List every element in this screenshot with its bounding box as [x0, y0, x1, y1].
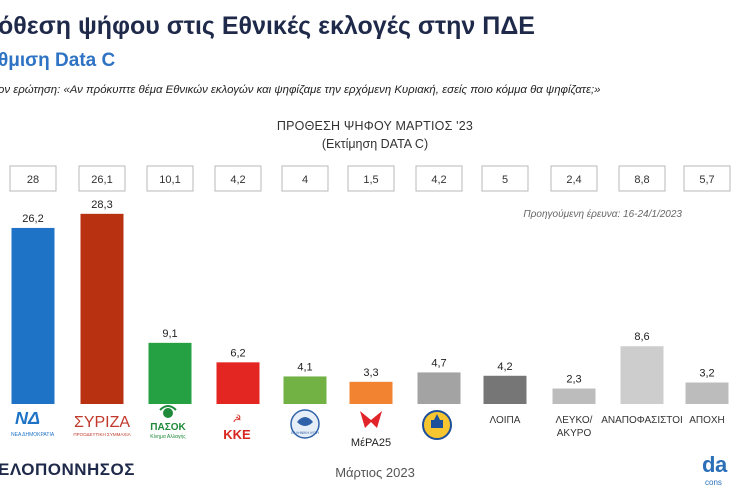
- previous-value-label: 8,8: [634, 174, 649, 186]
- previous-value-box: [281, 165, 329, 192]
- previous-value-box: [550, 165, 598, 192]
- bar: [148, 342, 192, 404]
- bar: [349, 381, 393, 404]
- bars: [11, 213, 729, 404]
- bar: [685, 382, 729, 404]
- pasok-logo-icon: ΠΑΣΟΚ Κίνημα Αλλαγής: [150, 405, 186, 440]
- bar: [283, 376, 327, 404]
- previous-value-label: 4: [302, 174, 308, 186]
- value-label: 4,7: [431, 357, 446, 369]
- value-labels: 26,2 28,3 9,1 6,2 4,1 3,3 4,7 4,2 2,3 8,6 3,2: [22, 199, 714, 386]
- svg-text:ΣΥΡΙΖΑ: ΣΥΡΙΖΑ: [74, 414, 130, 431]
- value-label: 2,3: [566, 374, 581, 386]
- previous-value-label: 2,4: [566, 174, 581, 186]
- svg-text:ΠΡΟΟΔΕΥΤΙΚΗ ΣΥΜΜΑΧΙΑ: ΠΡΟΟΔΕΥΤΙΚΗ ΣΥΜΜΑΧΙΑ: [73, 432, 130, 437]
- svg-text:ΝΕΑ ΔΗΜΟΚΡΑΤΙΑ: ΝΕΑ ΔΗΜΟΚΡΑΤΙΑ: [11, 432, 55, 438]
- svg-text:ΜέΡΑ25: ΜέΡΑ25: [351, 437, 391, 449]
- category-label: ΑΠΟΧΗ: [689, 415, 725, 426]
- previous-survey-note: Προηγούμενη έρευνα: 16-24/1/2023: [523, 209, 682, 220]
- category-label: ΑΚΥΡΟ: [557, 428, 592, 439]
- previous-value-label: 10,1: [159, 174, 180, 186]
- previous-value-label: 1,5: [363, 174, 378, 186]
- previous-value-box: [618, 165, 666, 192]
- page-subhead: θμιση Data C: [0, 50, 116, 71]
- data-c-logo-sub: cons: [705, 478, 722, 487]
- previous-value-box: [146, 165, 194, 192]
- previous-value-box: [415, 165, 463, 192]
- value-label: 4,2: [497, 361, 512, 373]
- bar: [216, 362, 260, 404]
- previous-value-label: 4,2: [230, 174, 245, 186]
- chart-date: Μάρτιος 2023: [335, 465, 415, 480]
- value-label: 3,3: [363, 367, 378, 379]
- niki-logo-icon: [422, 410, 452, 440]
- svg-text:ΕΛΛΗΝΙΚΗ ΛΥΣΗ: ΕΛΛΗΝΙΚΗ ΛΥΣΗ: [291, 431, 319, 435]
- bar: [80, 213, 124, 404]
- bar: [11, 227, 55, 404]
- chart-subtitle: (Εκτίμηση DATA C): [321, 137, 429, 151]
- previous-value-box: [214, 165, 262, 192]
- value-label: 3,2: [699, 367, 714, 379]
- nd-logo-icon: ΝΔ ΝΕΑ ΔΗΜΟΚΡΑΤΙΑ: [11, 408, 55, 438]
- syriza-logo-icon: ΣΥΡΙΖΑ ΠΡΟΟΔΕΥΤΙΚΗ ΣΥΜΜΑΧΙΑ: [73, 414, 130, 437]
- previous-value-box: [78, 165, 126, 192]
- category-label: ΑΝΑΠΟΦΑΣΙΣΤΟΙ: [601, 415, 683, 426]
- svg-text:Κίνημα Αλλαγής: Κίνημα Αλλαγής: [150, 433, 186, 440]
- elliniki-lysi-logo-icon: ΕΛΛΗΝΙΚΗ ΛΥΣΗ: [290, 409, 320, 439]
- survey-question: ον ερώτηση: «Αν πρόκυπτε θέμα Εθνικών εκ…: [0, 84, 601, 96]
- page-headline: όθεση ψήφου στις Εθνικές εκλογές στην ΠΔ…: [0, 12, 535, 40]
- value-label: 28,3: [91, 199, 112, 211]
- bar: [552, 388, 596, 404]
- previous-value-box: [683, 165, 731, 192]
- svg-text:ΠΑΣΟΚ: ΠΑΣΟΚ: [150, 422, 186, 433]
- chart-title: ΠΡΟΘΕΣΗ ΨΗΦΟΥ ΜΑΡΤΙΟΣ '23: [276, 119, 474, 133]
- value-label: 26,2: [22, 213, 43, 225]
- mera25-logo-icon: ΜέΡΑ25: [351, 411, 391, 449]
- previous-value-label: 26,1: [91, 174, 112, 186]
- data-c-logo-icon: da: [702, 452, 727, 477]
- value-label: 6,2: [230, 347, 245, 359]
- value-label: 8,6: [634, 331, 649, 343]
- bar: [483, 375, 527, 404]
- previous-value-box: [481, 165, 529, 192]
- category-labels: ΛΟΙΠΑ ΛΕΥΚΟ/ΑΚΥΡΟ ΑΝΑΠΟΦΑΣΙΣΤΟΙ ΑΠΟΧΗ: [490, 415, 725, 439]
- previous-value-label: 4,2: [431, 174, 446, 186]
- previous-value-label: 5: [502, 174, 508, 186]
- svg-text:☭: ☭: [233, 414, 242, 425]
- bar: [620, 346, 664, 404]
- svg-text:ΚΚΕ: ΚΚΕ: [223, 427, 251, 442]
- previous-values-row: 28 26,1 10,1 4,2 4 1,5 4,2 5 2,4 8,8 5,7: [9, 165, 731, 192]
- bar: [417, 372, 461, 404]
- previous-value-box: [347, 165, 395, 192]
- region-label: ΕΛΟΠΟΝΝΗΣΟΣ: [0, 460, 135, 479]
- value-label: 4,1: [297, 361, 312, 373]
- previous-value-box: [9, 165, 57, 192]
- previous-value-label: 28: [27, 174, 39, 186]
- kke-logo-icon: ☭ ΚΚΕ: [223, 414, 251, 442]
- svg-text:ΝΔ: ΝΔ: [15, 408, 40, 428]
- category-label: ΛΟΙΠΑ: [490, 415, 521, 426]
- category-label: ΛΕΥΚΟ/: [556, 415, 593, 426]
- value-label: 9,1: [162, 328, 177, 340]
- previous-value-label: 5,7: [699, 174, 714, 186]
